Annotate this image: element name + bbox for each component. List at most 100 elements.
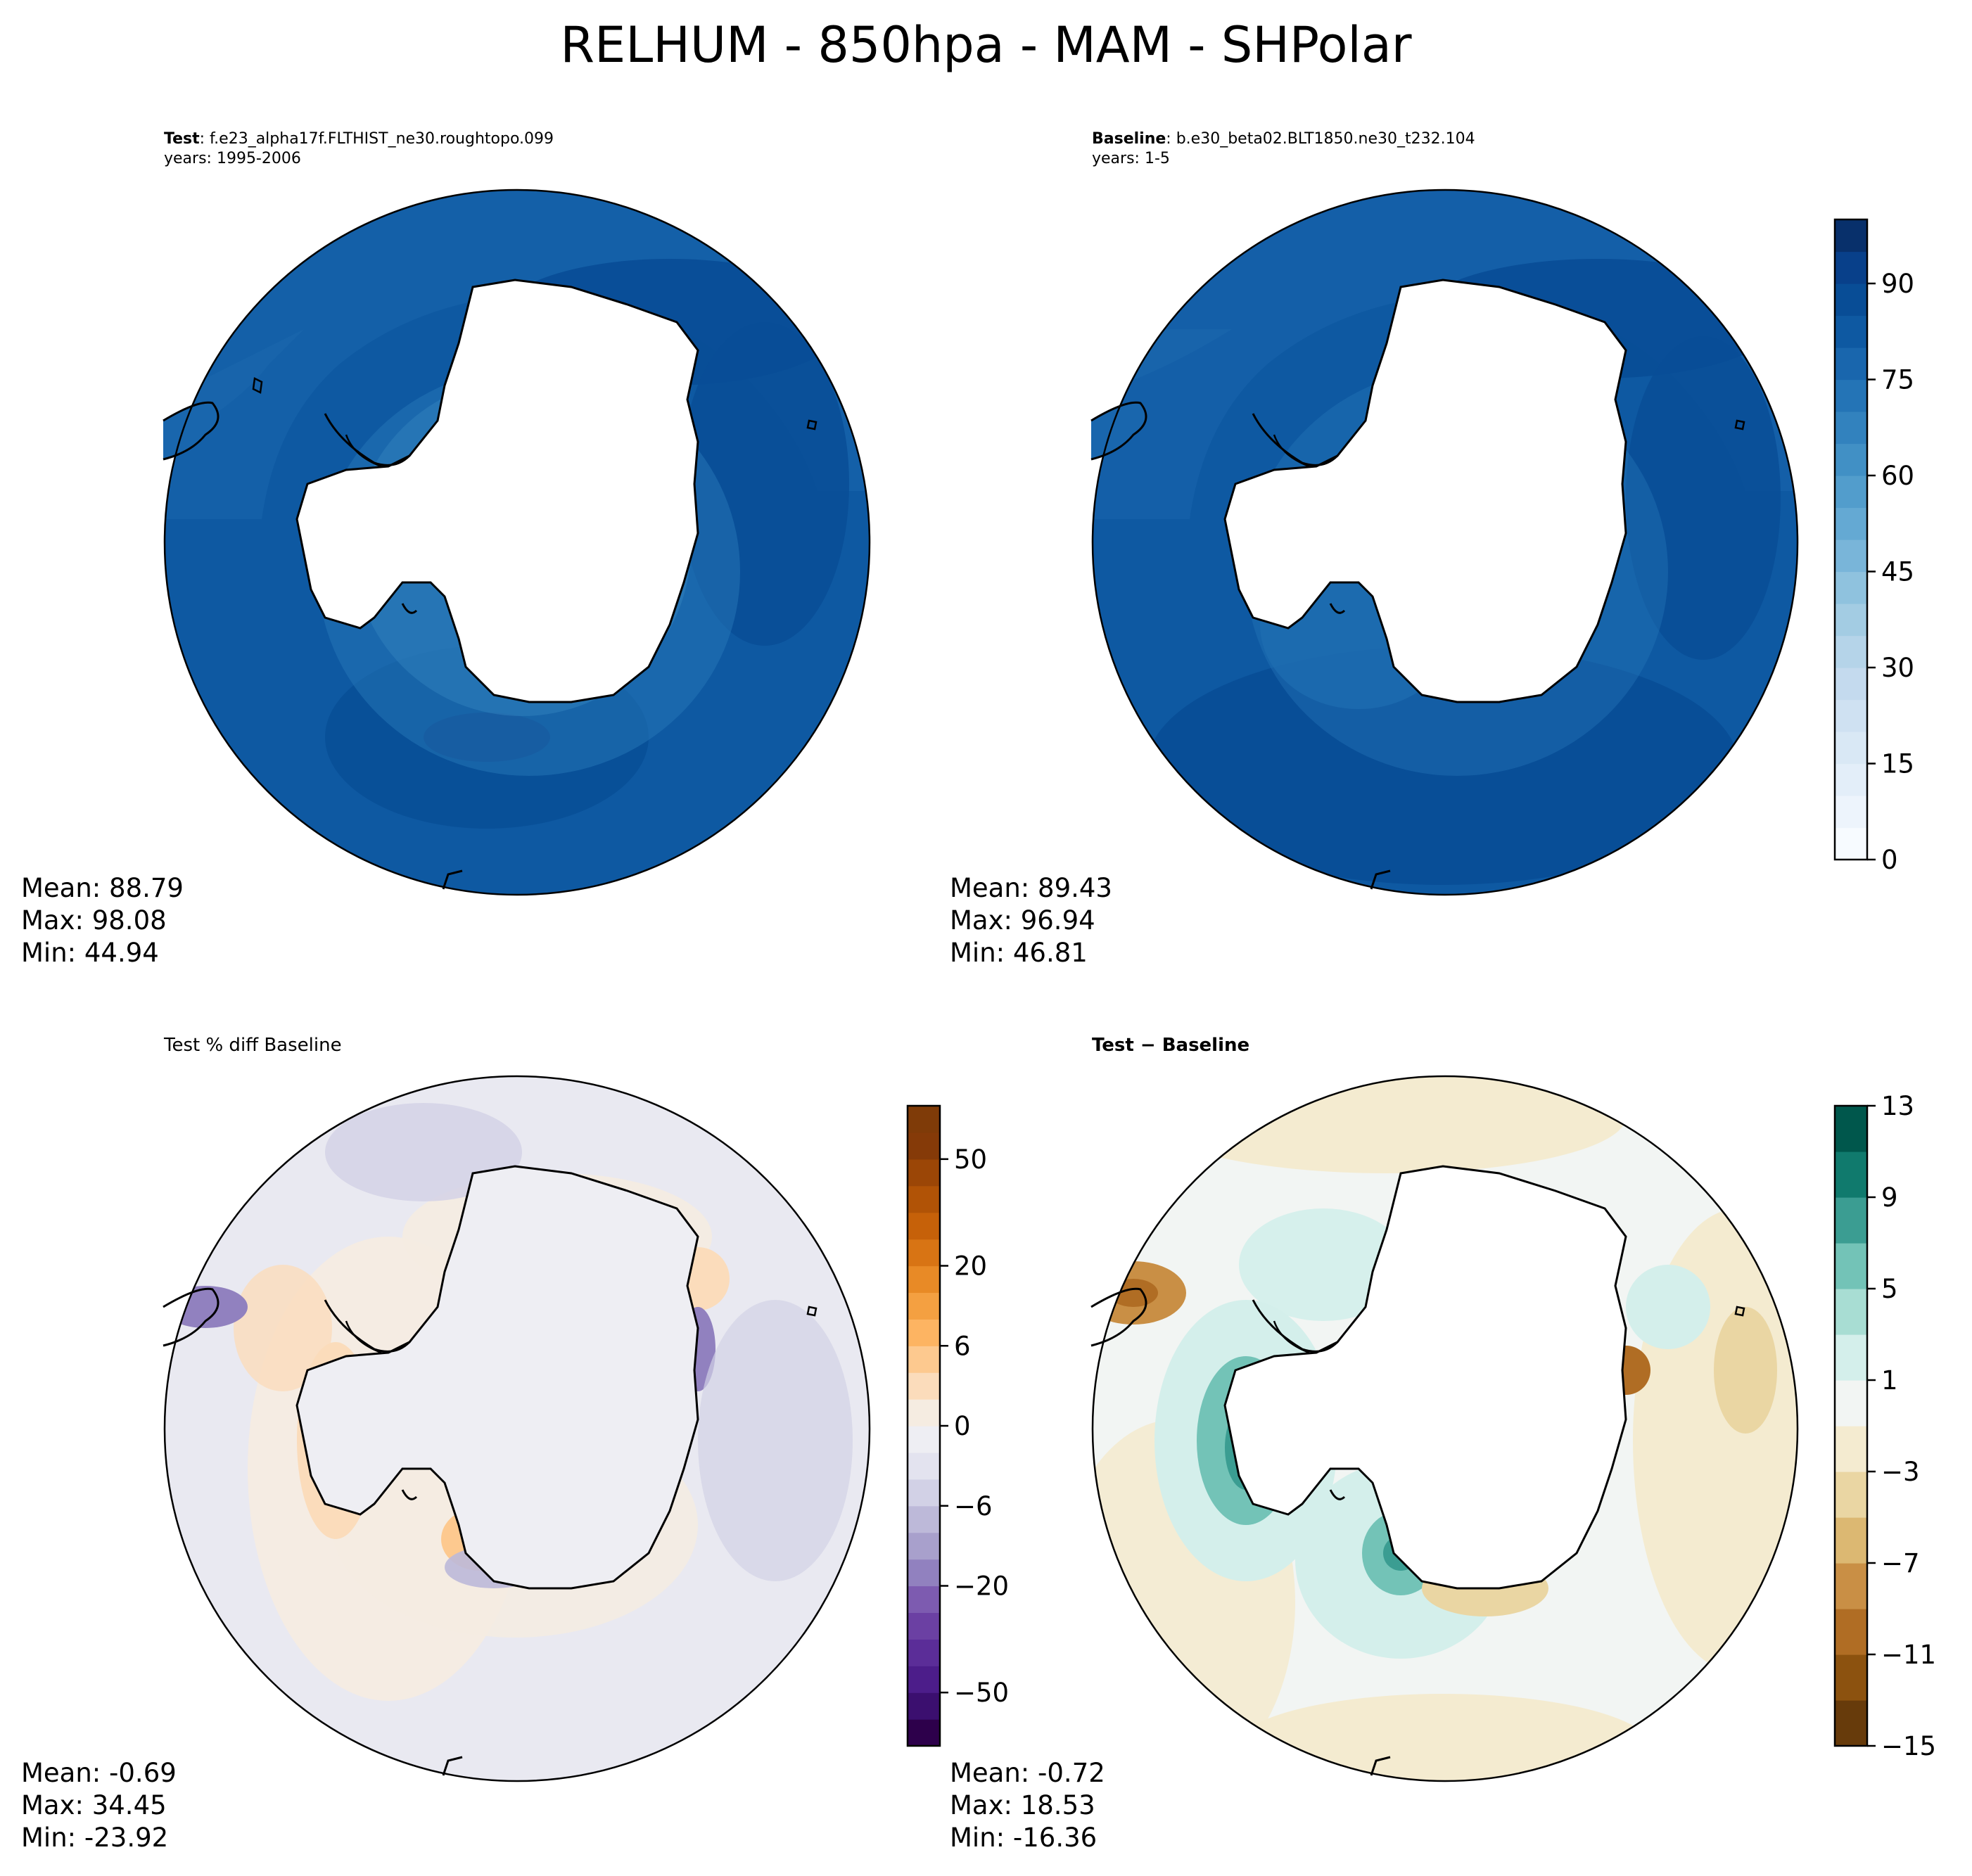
relhum-colorbar-band — [1835, 347, 1867, 381]
baseline-max: Max: 96.94 — [950, 905, 1095, 936]
diff-colorbar-tick-label: −3 — [1881, 1457, 1920, 1487]
relhum-colorbar-band — [1835, 763, 1867, 796]
test-panel-title: Test: f.e23_alpha17f.FLTHIST_ne30.rought… — [164, 130, 554, 148]
relhum-colorbar-band — [1835, 315, 1867, 348]
diff-colorbar-tick-label: −15 — [1881, 1731, 1936, 1761]
relhum-colorbar-tick-label: 15 — [1881, 749, 1914, 779]
diff-colorbar-band — [1835, 1243, 1867, 1289]
figure-title: RELHUM - 850hpa - MAM - SHPolar — [560, 16, 1412, 74]
relhum-colorbar-band — [1835, 604, 1867, 637]
diff-colorbar-tick-label: 1 — [1881, 1365, 1898, 1396]
pctdiff-colorbar-band — [908, 1292, 940, 1320]
diff-colorbar-band — [1835, 1654, 1867, 1701]
pctdiff-mean: Mean: -0.69 — [21, 1758, 177, 1788]
pctdiff-colorbar-band — [908, 1319, 940, 1346]
relhum-colorbar-band — [1835, 635, 1867, 668]
pctdiff-colorbar-band — [908, 1612, 940, 1640]
test-polar-map — [163, 189, 871, 896]
test-years: years: 1995-2006 — [164, 150, 301, 167]
diff-stats: Mean: -0.72 Max: 18.53 Min: -16.36 — [950, 1757, 1105, 1854]
diff-colorbar-band — [1835, 1472, 1867, 1518]
test-mean: Mean: 88.79 — [21, 873, 184, 903]
test-antarctica — [295, 279, 699, 703]
pctdiff-colorbar-band — [908, 1106, 940, 1133]
pctdiff-polar-map — [163, 1075, 871, 1782]
pctdiff-min: Min: -23.92 — [21, 1823, 169, 1853]
diff-colorbar-band — [1835, 1609, 1867, 1655]
pctdiff-colorbar-band — [908, 1559, 940, 1587]
relhum-colorbar-band — [1835, 699, 1867, 732]
relhum-colorbar-band — [1835, 411, 1867, 445]
pctdiff-colorbar-band — [908, 1372, 940, 1400]
relhum-colorbar-band — [1835, 540, 1867, 573]
test-stats: Mean: 88.79 Max: 98.08 Min: 44.94 — [21, 872, 184, 969]
diff-colorbar: −15 −11 −7 −3 1 5 9 13 — [1833, 1091, 1936, 1761]
diff-colorbar-band — [1835, 1517, 1867, 1564]
pctdiff-colorbar-tick-label: −6 — [954, 1491, 993, 1521]
baseline-mean: Mean: 89.43 — [950, 873, 1112, 903]
pctdiff-max: Max: 34.45 — [21, 1790, 167, 1820]
relhum-colorbar-tick-label: 30 — [1881, 653, 1914, 683]
pctdiff-colorbar-band — [908, 1666, 940, 1693]
baseline-min: Min: 46.81 — [950, 938, 1088, 968]
relhum-colorbar-band — [1835, 732, 1867, 765]
diff-colorbar-tick-label: −7 — [1881, 1548, 1920, 1578]
baseline-label-case: : b.e30_beta02.BLT1850.ne30_t232.104 — [1166, 130, 1475, 148]
pctdiff-colorbar-band — [908, 1159, 940, 1187]
relhum-colorbar-frame — [1833, 218, 1869, 861]
diff-colorbar-band — [1835, 1106, 1867, 1152]
pctdiff-colorbar-band — [908, 1185, 940, 1213]
pctdiff-colorbar-band — [908, 1479, 940, 1507]
diff-mean: Mean: -0.72 — [950, 1758, 1105, 1788]
pctdiff-antarctica — [295, 1165, 699, 1590]
test-label-case: : f.e23_alpha17f.FLTHIST_ne30.roughtopo.… — [199, 130, 554, 148]
pctdiff-colorbar-band — [908, 1639, 940, 1666]
relhum-colorbar-band — [1835, 219, 1867, 253]
relhum-colorbar-band — [1835, 668, 1867, 701]
test-max: Max: 98.08 — [21, 905, 167, 936]
pctdiff-colorbar-tick-label: −20 — [954, 1571, 1009, 1602]
baseline-panel-title: Baseline: b.e30_beta02.BLT1850.ne30_t232… — [1092, 130, 1475, 148]
diff-panel-title: Test − Baseline — [1092, 1035, 1250, 1056]
test-label-bold: Test — [164, 130, 200, 148]
diff-colorbar-band — [1835, 1197, 1867, 1244]
diff-colorbar-tick-label: 5 — [1881, 1274, 1898, 1304]
pctdiff-colorbar-band — [908, 1452, 940, 1480]
pctdiff-colorbar-band — [908, 1692, 940, 1720]
relhum-colorbar-band — [1835, 443, 1867, 476]
relhum-colorbar-tick-label: 0 — [1881, 845, 1898, 875]
relhum-colorbar-tick-label: 90 — [1881, 269, 1914, 299]
diff-max: Max: 18.53 — [950, 1790, 1095, 1820]
diff-colorbar-band — [1835, 1563, 1867, 1609]
pctdiff-colorbar-band — [908, 1505, 940, 1533]
baseline-antarctica — [1223, 279, 1627, 703]
relhum-colorbar-band — [1835, 507, 1867, 540]
diff-colorbar-band — [1835, 1151, 1867, 1198]
diff-colorbar-tick-label: 13 — [1881, 1091, 1914, 1121]
relhum-colorbar-band — [1835, 379, 1867, 412]
baseline-years: years: 1-5 — [1092, 150, 1170, 167]
relhum-colorbar-band — [1835, 283, 1867, 317]
diff-colorbar-tick-label: −11 — [1881, 1640, 1936, 1670]
pctdiff-colorbar-tick-label: 6 — [954, 1331, 971, 1361]
pctdiff-colorbar-tick-label: 50 — [954, 1144, 987, 1175]
pctdiff-colorbar-band — [908, 1532, 940, 1560]
relhum-colorbar-band — [1835, 251, 1867, 284]
pctdiff-panel-title: Test % diff Baseline — [164, 1035, 342, 1056]
pctdiff-colorbar-band — [908, 1132, 940, 1160]
baseline-stats: Mean: 89.43 Max: 96.94 Min: 46.81 — [950, 872, 1112, 969]
pctdiff-colorbar-tick-label: −50 — [954, 1678, 1009, 1708]
pctdiff-colorbar-tick-label: 20 — [954, 1251, 987, 1282]
pctdiff-stats: Mean: -0.69 Max: 34.45 Min: -23.92 — [21, 1757, 177, 1854]
relhum-colorbar: 0 15 30 45 60 75 90 — [1833, 218, 1914, 875]
pctdiff-colorbar-band — [908, 1426, 940, 1453]
diff-colorbar-band — [1835, 1700, 1867, 1747]
pctdiff-colorbar-band — [908, 1212, 940, 1240]
relhum-colorbar-band — [1835, 476, 1867, 509]
diff-antarctica — [1223, 1165, 1627, 1590]
diff-colorbar-frame — [1833, 1104, 1869, 1747]
diff-colorbar-band — [1835, 1289, 1867, 1335]
pctdiff-colorbar-tick-label: 0 — [954, 1411, 971, 1441]
baseline-polar-map — [1090, 189, 1799, 896]
relhum-colorbar-tick-label: 75 — [1881, 365, 1914, 395]
